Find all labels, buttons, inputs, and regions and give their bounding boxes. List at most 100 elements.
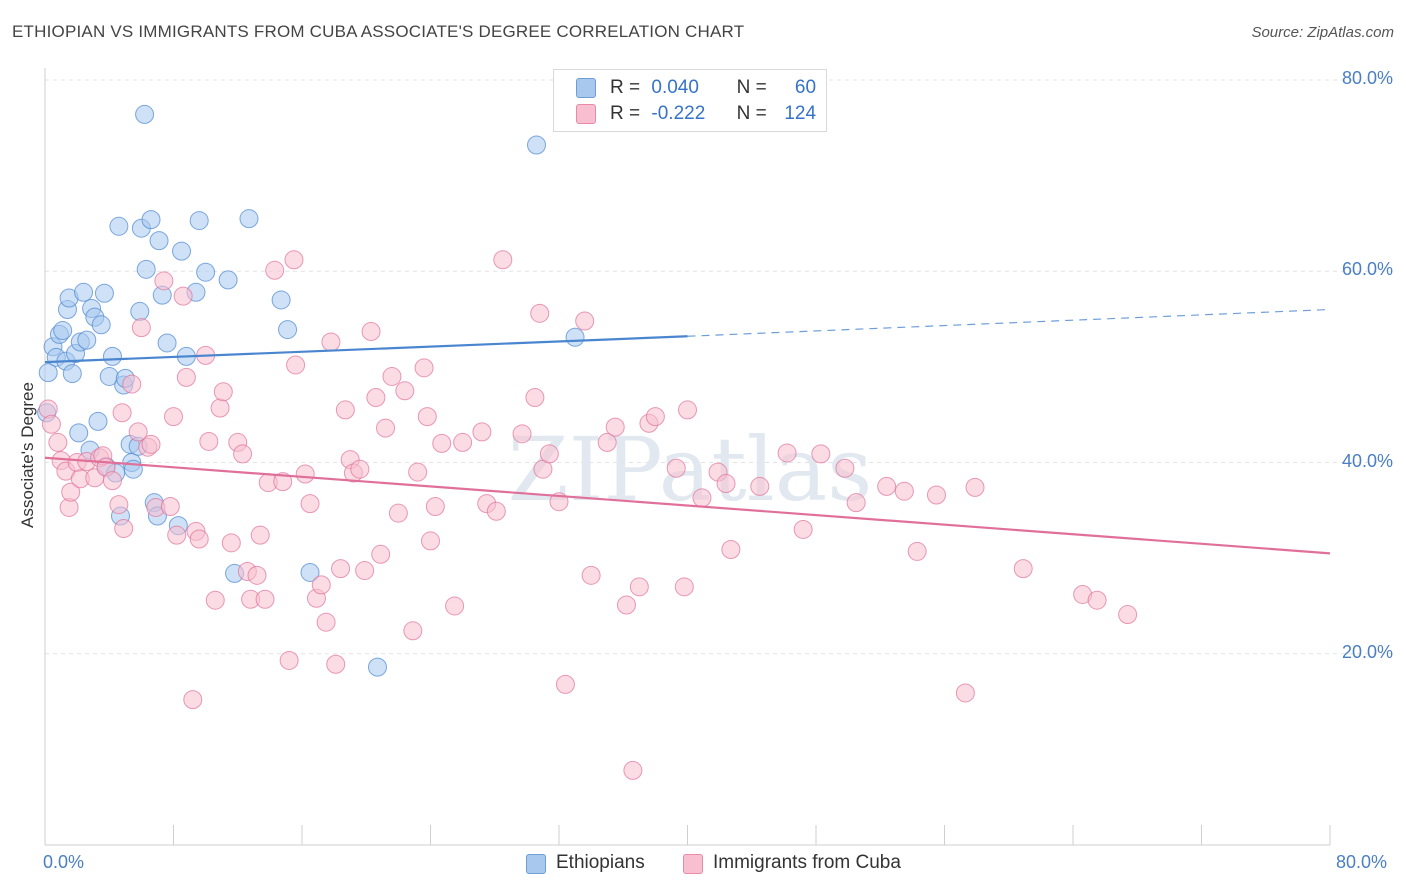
legend-n-value: 124 [784,103,817,124]
point-cuba [445,596,465,616]
point-cuba [273,472,293,492]
point-ethiopians [135,104,155,124]
point-cuba [131,318,151,338]
point-cuba [525,387,545,407]
point-cuba [167,525,187,545]
point-cuba [311,575,331,595]
point-cuba [623,760,643,780]
point-cuba [250,525,270,545]
point-cuba [109,495,129,515]
point-cuba [403,621,423,641]
point-ethiopians [565,327,585,347]
point-cuba [265,260,285,280]
point-cuba [199,431,219,451]
point-ethiopians [172,241,192,261]
legend-r-label: R = [610,77,641,98]
point-cuba [575,311,595,331]
point-cuba [432,433,452,453]
point-cuba [366,387,386,407]
point-cuba [678,400,697,420]
point-cuba [811,444,831,464]
point-cuba [926,485,946,505]
point-ethiopians [149,231,169,251]
point-cuba [247,565,267,585]
legend-swatch-cuba [576,104,596,124]
point-ethiopians [109,216,129,236]
y-tick-label: 60.0% [1341,259,1393,280]
x-tick-label-min: 0.0% [43,852,85,872]
legend-n-label: N = [736,77,767,98]
point-cuba [164,407,183,427]
point-cuba [371,544,391,564]
point-cuba [128,422,148,442]
point-cuba [1087,590,1107,610]
legend-n-value: 60 [794,77,817,98]
point-cuba [38,399,58,419]
point-cuba [300,494,320,514]
point-ethiopians [239,209,259,229]
point-cuba [154,271,174,291]
point-cuba [350,459,370,479]
point-cuba [41,414,61,434]
point-cuba [213,382,233,402]
point-ethiopians [278,320,298,340]
point-cuba [295,464,315,484]
point-cuba [581,565,601,585]
legend-label-ethiopians: Ethiopians [556,852,645,873]
trend-lines [44,308,1331,555]
point-ethiopians [157,333,177,353]
point-cuba [122,374,142,394]
point-cuba [382,366,402,386]
point-cuba [955,683,975,703]
point-cuba [692,488,712,508]
legend-swatch-ethiopians [526,854,546,874]
point-cuba [894,481,914,501]
point-cuba [284,250,304,270]
point-cuba [750,476,770,496]
legend-r-label: R = [610,103,641,124]
point-ethiopians [88,411,108,431]
point-ethiopians [38,363,58,383]
point-cuba [414,358,434,378]
legend-r-value: 0.040 [651,77,699,98]
point-ethiopians [189,211,209,231]
legend-swatch-ethiopians [576,78,596,98]
point-ethiopians [130,301,150,321]
point-cuba [1013,559,1033,579]
point-cuba [321,332,341,352]
point-cuba [777,443,797,463]
point-ethiopians [53,321,73,341]
point-cuba [846,493,866,513]
point-cuba [512,424,532,444]
point-ethiopians [196,262,216,282]
trend-line-ethiopians [44,335,688,364]
y-tick-label: 40.0% [1341,450,1393,471]
point-cuba [376,418,396,438]
point-cuba [597,432,617,452]
point-cuba [160,496,180,516]
point-cuba [355,561,375,581]
point-cuba [605,417,625,437]
x-tick-label-max: 80.0% [1336,852,1388,872]
point-ethiopians [367,657,387,677]
point-cuba [326,654,346,674]
point-ethiopians [218,270,238,290]
point-cuba [388,503,408,523]
point-ethiopians [141,210,161,230]
point-cuba [210,398,230,418]
point-ethiopians [300,562,320,582]
point-cuba [395,381,415,401]
trend-line-ethiopians-extension [687,308,1331,337]
point-cuba [666,458,686,478]
point-ethiopians [77,330,97,350]
point-cuba [176,367,196,387]
point-cuba [112,403,132,423]
point-cuba [331,559,351,579]
point-ethiopians [94,283,114,303]
point-cuba [539,444,559,464]
data-points [37,104,1138,780]
point-ethiopians [271,290,291,310]
point-cuba [189,529,209,549]
y-axis-label: Associate's Degree [18,382,37,528]
